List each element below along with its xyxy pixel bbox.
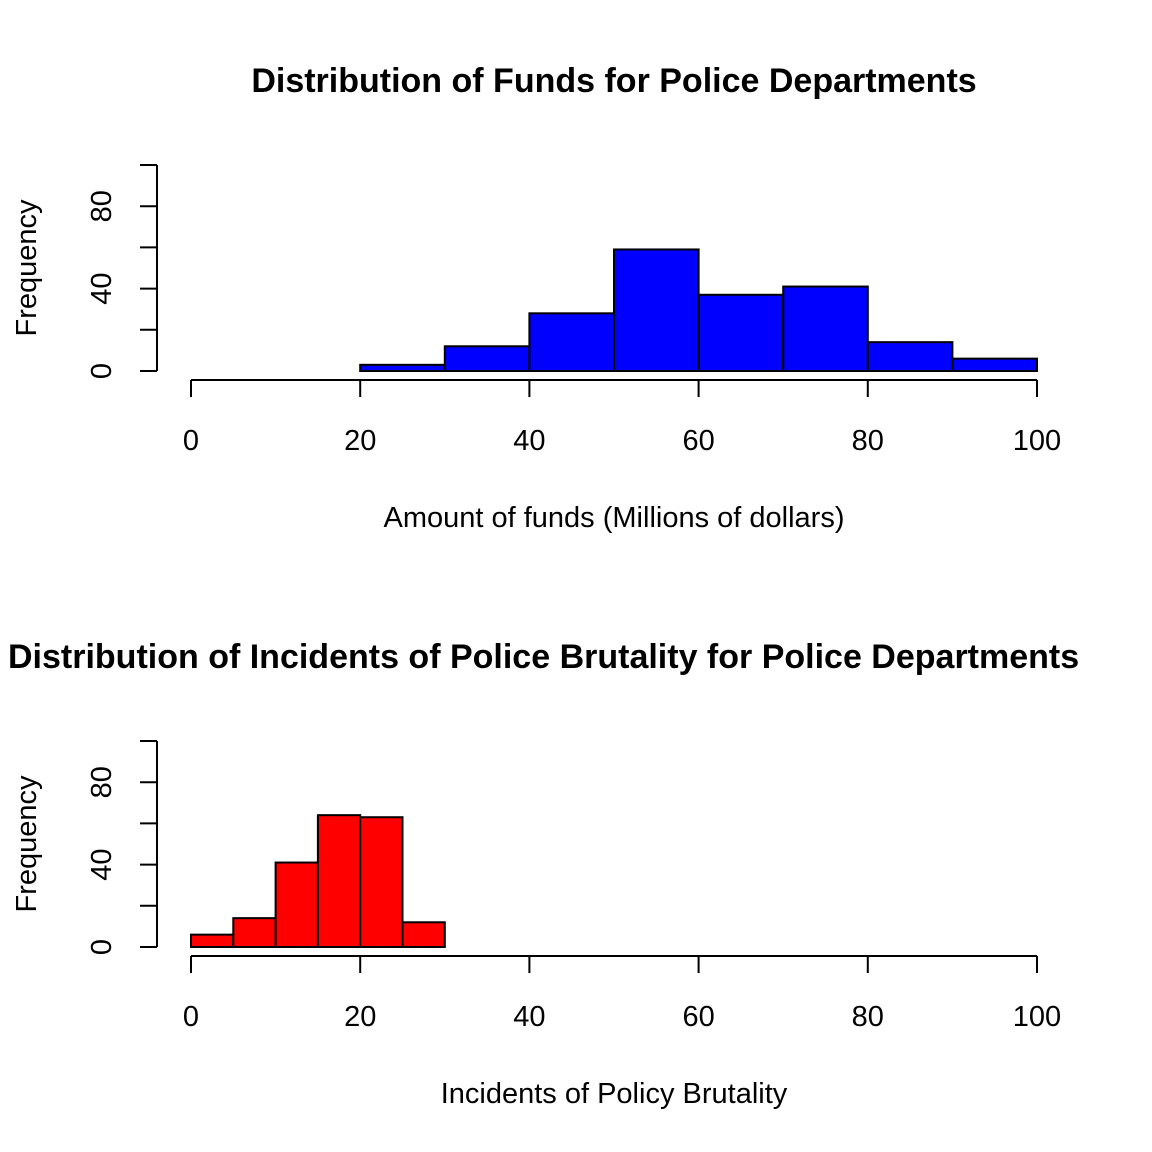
y-tick-label: 0 xyxy=(86,363,118,379)
y-axis-label: Frequency xyxy=(11,775,43,913)
histogram-bar xyxy=(401,921,446,949)
histogram-bar xyxy=(359,363,446,373)
histogram-bar xyxy=(274,861,319,948)
x-axis: 0 20 40 60 80 100 xyxy=(183,379,1061,457)
bars xyxy=(190,814,446,949)
x-tick-label: 80 xyxy=(852,425,884,457)
y-axis-label: Frequency xyxy=(11,199,43,337)
x-tick-label: 60 xyxy=(682,1001,714,1033)
bars xyxy=(359,248,1039,373)
x-tick-label: 40 xyxy=(513,425,545,457)
y-tick-label: 40 xyxy=(86,272,118,304)
histogram-bar xyxy=(232,917,277,948)
x-tick-label: 0 xyxy=(183,1001,199,1033)
histogram-bar xyxy=(782,285,869,373)
x-axis: 0 20 40 60 80 100 xyxy=(183,955,1061,1033)
x-tick-label: 100 xyxy=(1013,425,1061,457)
x-tick-label: 20 xyxy=(344,425,376,457)
histogram-bar xyxy=(443,345,531,372)
y-axis: 0 40 80 xyxy=(86,740,158,955)
y-tick-label: 0 xyxy=(86,939,118,955)
funds-histogram: Distribution of Funds for Police Departm… xyxy=(11,62,1061,534)
histogram-bar xyxy=(190,933,235,949)
x-tick-label: 100 xyxy=(1013,1001,1061,1033)
y-tick-label: 80 xyxy=(86,190,118,222)
histogram-bar xyxy=(866,341,954,373)
x-axis-label: Incidents of Policy Brutality xyxy=(441,1078,788,1110)
histogram-bar xyxy=(697,293,785,372)
x-tick-label: 40 xyxy=(513,1001,545,1033)
y-axis: 0 40 80 xyxy=(86,164,158,379)
histogram-bar xyxy=(613,248,700,373)
x-tick-label: 80 xyxy=(852,1001,884,1033)
x-axis-label: Amount of funds (Millions of dollars) xyxy=(384,502,845,534)
y-tick-label: 80 xyxy=(86,766,118,798)
histogram-bar xyxy=(316,814,362,948)
histogram-bar xyxy=(528,312,616,373)
brutality-histogram: Distribution of Incidents of Police Brut… xyxy=(8,638,1079,1110)
x-tick-label: 20 xyxy=(344,1001,376,1033)
chart-title: Distribution of Funds for Police Departm… xyxy=(251,62,976,100)
histogram-bar xyxy=(951,357,1039,373)
histogram-bar xyxy=(359,816,404,948)
y-tick-label: 40 xyxy=(86,848,118,880)
chart-title: Distribution of Incidents of Police Brut… xyxy=(8,638,1079,676)
x-tick-label: 60 xyxy=(682,425,714,457)
x-tick-label: 0 xyxy=(183,425,199,457)
